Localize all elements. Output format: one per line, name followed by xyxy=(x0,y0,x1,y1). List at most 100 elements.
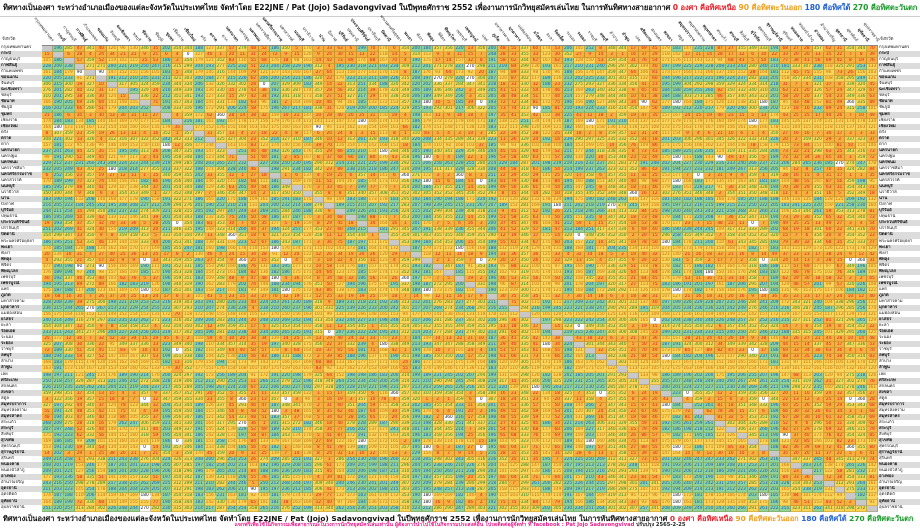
bearing-cell: 173 xyxy=(454,70,466,77)
bearing-cell: 214 xyxy=(563,94,574,101)
bearing-cell: 336 xyxy=(280,88,292,95)
bearing-cell: 6 xyxy=(161,52,173,59)
bearing-cell: 63 xyxy=(335,46,346,53)
row-label: สงขลา xyxy=(0,389,42,396)
bearing-cell: 206 xyxy=(226,106,238,113)
row-label: ขอนแก่น xyxy=(878,75,920,82)
bearing-cell: 148 xyxy=(443,124,455,131)
bearing-cell: 225 xyxy=(226,64,238,71)
row-label: สตูล xyxy=(879,395,888,401)
bearing-cell: 199 xyxy=(671,64,683,71)
bearing-cell: 179 xyxy=(269,118,281,125)
bearing-cell: 292 xyxy=(432,106,444,113)
bearing-cell: 157 xyxy=(573,94,585,101)
bearing-cell: 332 xyxy=(226,82,238,89)
bearing-cell: 163 xyxy=(107,118,118,125)
bearing-cell: 27 xyxy=(150,112,162,119)
bearing-cell: 42 xyxy=(248,94,260,101)
bearing-cell: 41 xyxy=(801,58,813,65)
bearing-cell: 88 xyxy=(367,58,379,65)
bearing-cell: 13 xyxy=(117,130,129,137)
bearing-cell: 149 xyxy=(639,64,650,71)
bearing-cell: 156 xyxy=(573,70,585,77)
bearing-cell: 321 xyxy=(172,76,184,83)
bearing-cell: 127 xyxy=(595,100,607,107)
bearing-cell: 354 xyxy=(400,46,412,53)
bearing-cell: 314 xyxy=(758,82,770,89)
row-label: นครนายก xyxy=(0,147,42,154)
bearing-cell: 336 xyxy=(432,82,444,89)
bearing-cell: 116 xyxy=(628,124,640,131)
bearing-cell: 285 xyxy=(704,94,716,101)
bearing-cell: 205 xyxy=(487,94,498,101)
bearing-cell: 14 xyxy=(324,82,336,89)
bearing-cell: 111 xyxy=(508,124,520,131)
bearing-cell: 275 xyxy=(573,82,585,89)
bearing-cell: 213 xyxy=(356,76,368,83)
bearing-cell: 30 xyxy=(335,52,346,59)
bearing-cell: 182 xyxy=(237,100,249,107)
bearing-cell: 76 xyxy=(867,58,878,65)
bearing-cell: 173 xyxy=(356,124,368,131)
bearing-cell: 217 xyxy=(682,76,694,83)
bearing-cell: 197 xyxy=(487,112,498,119)
bearing-cell: 200 xyxy=(367,106,379,113)
bearing-cell: 357 xyxy=(313,88,325,95)
bearing-cell: 138 xyxy=(497,118,509,125)
bearing-cell: 206 xyxy=(259,76,270,83)
bearing-cell: 188 xyxy=(671,88,683,95)
bearing-cell: 132 xyxy=(204,82,216,89)
row-label: อำนาจเจริญ xyxy=(1,480,24,486)
bearing-cell: 193 xyxy=(541,64,553,71)
bearing-cell: 14 xyxy=(704,52,716,59)
bearing-cell: 84 xyxy=(508,64,520,71)
bearing-cell: 192 xyxy=(269,94,281,101)
bearing-cell: 15 xyxy=(117,94,129,101)
bearing-cell: 7 xyxy=(476,52,488,59)
row-label: สุรินทร์ xyxy=(1,456,15,462)
bearing-cell: 48 xyxy=(248,46,260,53)
bearing-cell: 280 xyxy=(747,64,759,71)
bearing-cell: 120 xyxy=(476,124,488,131)
bearing-cell: 25 xyxy=(791,112,802,119)
bearing-cell: 196 xyxy=(52,46,64,53)
bearing-cell: 175 xyxy=(269,124,281,131)
bearing-cell: 22 xyxy=(324,76,336,83)
bearing-cell: 197 xyxy=(660,64,672,71)
bearing-cell: 163 xyxy=(291,124,303,131)
bearing-cell: 254 xyxy=(280,76,292,83)
bearing-cell: 359 xyxy=(85,130,97,137)
bearing-cell: 360 xyxy=(215,112,227,119)
row-label: พะเยา xyxy=(878,244,920,251)
bearing-cell: 207 xyxy=(269,82,281,89)
bearing-cell: 134 xyxy=(74,118,86,125)
bearing-cell: 330 xyxy=(215,88,227,95)
bearing-cell: 314 xyxy=(617,106,629,113)
row-label: กำแพงเพชร xyxy=(1,69,24,75)
row-label: อุดรธานี xyxy=(878,486,920,493)
bearing-cell: 17 xyxy=(812,112,824,119)
bearing-cell: 181 xyxy=(269,100,281,107)
bearing-cell: 153 xyxy=(150,118,162,125)
bearing-cell: 192 xyxy=(215,118,227,125)
row-label: หนองบัวลำภู xyxy=(1,468,25,474)
bearing-cell: 217 xyxy=(704,106,716,113)
bearing-cell: 304 xyxy=(476,76,488,83)
bearing-cell: 133 xyxy=(226,100,238,107)
bearing-cell: 15 xyxy=(736,112,748,119)
bearing-cell: 49 xyxy=(867,112,878,119)
bearing-cell: 9 xyxy=(432,52,444,59)
bearing-cell: 93 xyxy=(432,70,444,77)
bearing-cell: 285 xyxy=(63,46,75,53)
bearing-cell: 29 xyxy=(649,52,661,59)
bearing-cell: 82 xyxy=(715,88,726,95)
bearing-cell: 11 xyxy=(432,112,444,119)
bearing-cell: 15 xyxy=(226,88,238,95)
bearing-cell: 173 xyxy=(302,94,314,101)
bearing-cell: 50 xyxy=(758,58,770,65)
bearing-cell: 24 xyxy=(682,112,694,119)
row-label: นครพนม xyxy=(0,159,42,166)
bearing-cell: 178 xyxy=(541,88,553,95)
bearing-cell: 61 xyxy=(639,94,650,101)
row-label: ลำพูน xyxy=(878,365,920,372)
